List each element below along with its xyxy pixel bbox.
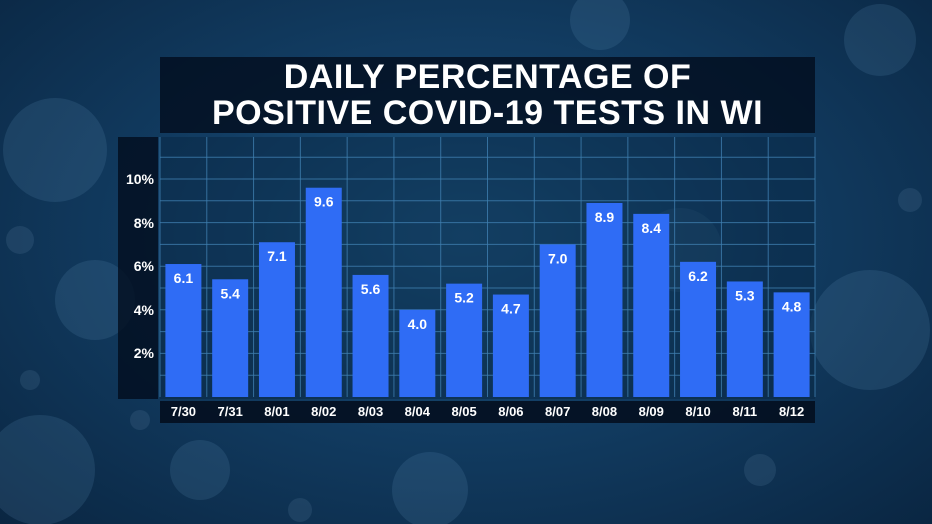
bar-value-label: 5.2 — [454, 290, 474, 306]
bar-value-label: 8.9 — [595, 209, 615, 225]
y-tick-label: 4% — [133, 301, 154, 318]
y-tick-label: 8% — [133, 214, 154, 231]
bar-value-label: 7.1 — [267, 248, 287, 264]
y-tick-label: 10% — [125, 171, 154, 187]
x-tick-label: 7/30 — [170, 404, 197, 419]
bar-value-label: 8.4 — [642, 220, 662, 236]
bar-value-label: 9.6 — [314, 194, 334, 210]
bar — [352, 274, 389, 397]
x-tick-label: 7/31 — [217, 404, 243, 419]
bar-value-label: 7.0 — [548, 250, 568, 266]
bar-value-label: 5.3 — [735, 287, 755, 303]
x-tick-label: 8/04 — [404, 404, 430, 419]
bar-value-label: 5.4 — [220, 285, 240, 301]
bar — [492, 294, 529, 397]
x-tick-label: 8/09 — [638, 404, 664, 419]
bar — [633, 213, 670, 397]
bar — [680, 261, 717, 397]
bar — [212, 279, 249, 397]
bar-value-label: 4.8 — [782, 298, 802, 314]
y-tick-label: 6% — [133, 258, 154, 275]
bar — [726, 281, 763, 397]
chart-title-box: DAILY PERCENTAGE OF POSITIVE COVID-19 TE… — [160, 57, 815, 133]
x-axis-panel: 7/30 7/31 8/01 8/02 8/03 8/04 8/05 8/06 8/07 8/08… — [160, 401, 815, 423]
x-tick-label: 8/05 — [451, 404, 477, 419]
chart-title-line-2: POSITIVE COVID-19 TESTS IN WI — [211, 94, 764, 132]
bar — [258, 242, 295, 397]
bar — [446, 283, 483, 397]
bar-value-label: 4.7 — [501, 301, 521, 317]
bar — [165, 264, 202, 397]
x-tick-label: 8/11 — [732, 404, 758, 419]
x-tick-label: 8/01 — [264, 404, 290, 419]
bar — [305, 187, 342, 397]
chart-title-line-1: DAILY PERCENTAGE OF — [283, 58, 692, 96]
bar-value-label: 4.0 — [408, 316, 428, 332]
bar — [773, 292, 810, 397]
bar — [586, 202, 623, 397]
y-tick-label: 2% — [133, 345, 154, 362]
x-tick-label: 8/08 — [591, 404, 618, 419]
y-axis-panel: 2% 4% 6% 8% 10% — [118, 137, 158, 399]
bar — [539, 244, 576, 397]
x-tick-label: 8/12 — [778, 404, 805, 419]
bar-value-label: 6.1 — [174, 270, 194, 286]
x-tick-label: 8/06 — [498, 404, 524, 419]
bar — [399, 309, 436, 397]
x-tick-label: 8/10 — [685, 404, 711, 419]
bar-value-label: 6.2 — [688, 268, 708, 284]
bar-value-label: 5.6 — [361, 281, 381, 297]
x-tick-label: 8/07 — [545, 404, 571, 419]
x-tick-label: 8/02 — [311, 404, 337, 419]
x-tick-label: 8/03 — [357, 404, 384, 419]
